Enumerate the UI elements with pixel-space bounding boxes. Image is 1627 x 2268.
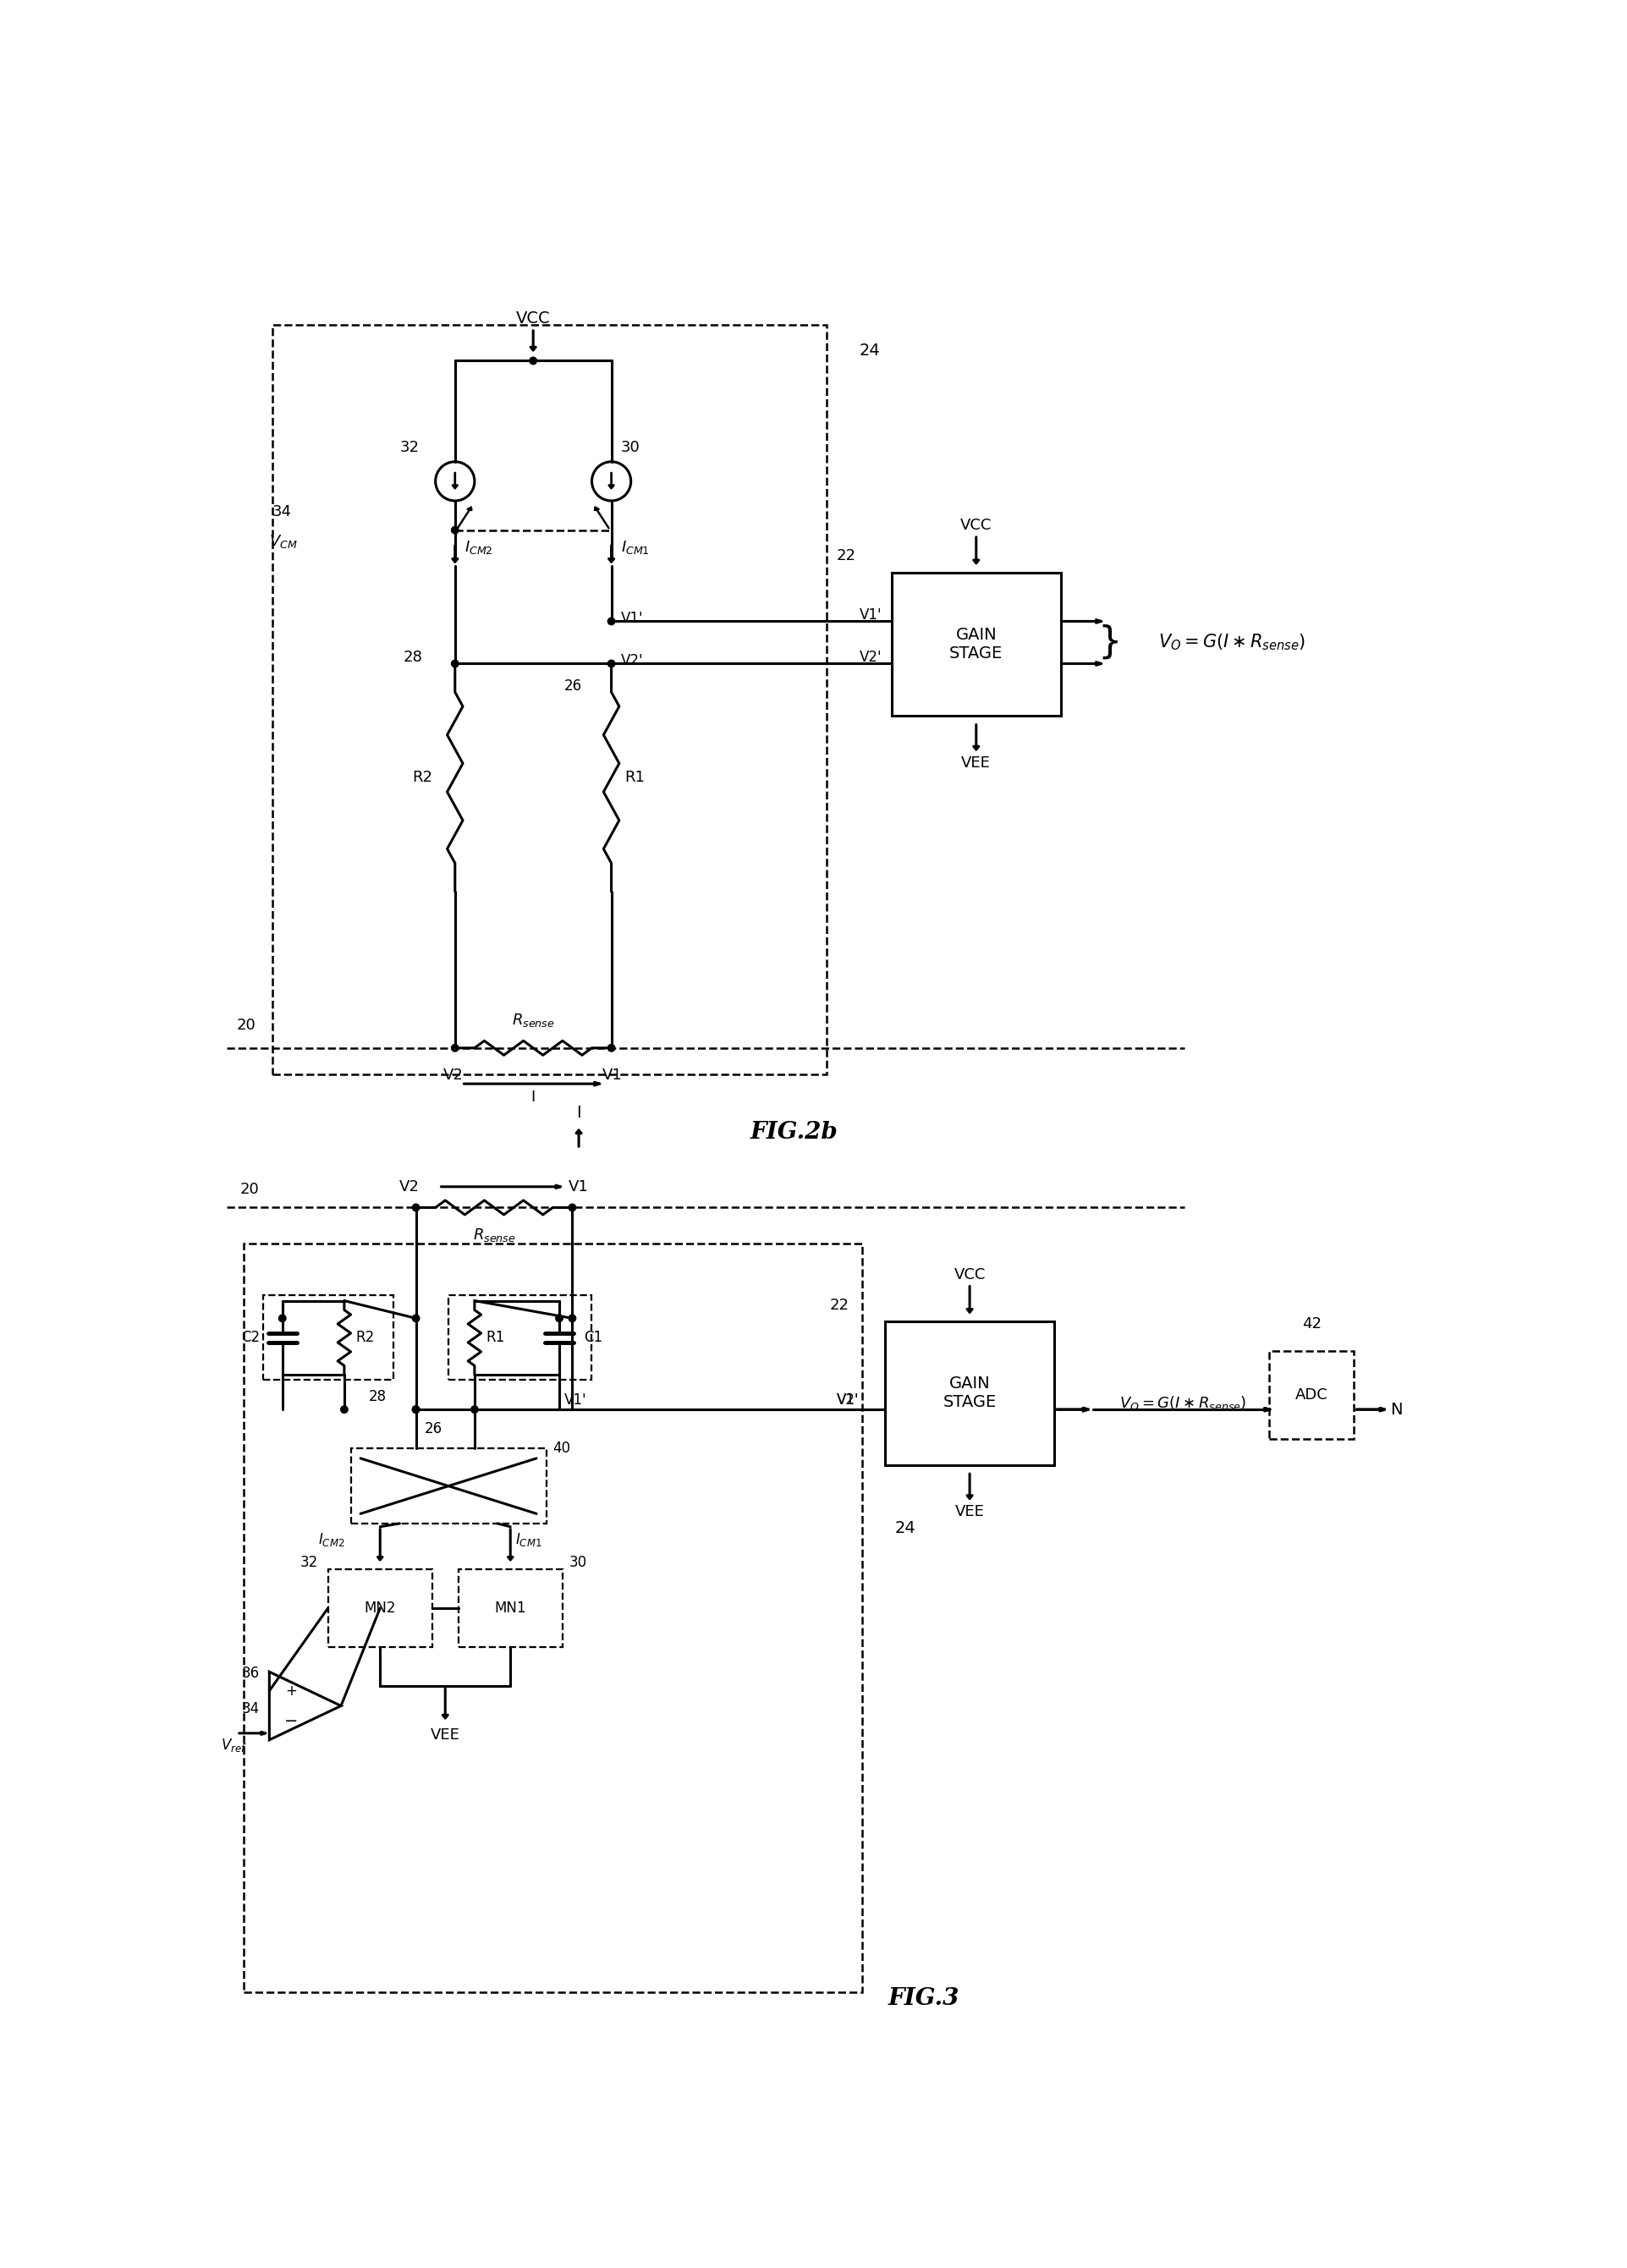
Text: VCC: VCC: [516, 311, 550, 327]
Circle shape: [451, 660, 459, 667]
Text: 24: 24: [895, 1520, 916, 1535]
Bar: [264, 1295, 394, 1381]
Text: I: I: [576, 1105, 581, 1120]
Text: 24: 24: [859, 342, 880, 358]
Text: V1': V1': [565, 1393, 587, 1408]
Text: 28: 28: [403, 649, 423, 665]
Text: VEE: VEE: [962, 755, 991, 771]
Text: I: I: [530, 1089, 535, 1105]
Text: 20: 20: [238, 1018, 255, 1032]
Circle shape: [412, 1204, 420, 1211]
Text: V2': V2': [836, 1393, 859, 1408]
Circle shape: [608, 617, 615, 626]
Text: R1: R1: [625, 771, 644, 785]
Text: 26: 26: [425, 1422, 443, 1436]
Text: 20: 20: [241, 1182, 259, 1198]
Circle shape: [556, 1315, 563, 1322]
Bar: [244, 1243, 862, 1994]
Text: 32: 32: [301, 1556, 319, 1569]
Text: C1: C1: [584, 1331, 602, 1345]
Text: V2': V2': [859, 649, 882, 665]
Text: R1: R1: [486, 1331, 504, 1345]
Text: 34: 34: [242, 1701, 260, 1717]
Circle shape: [608, 1043, 615, 1052]
Text: V1: V1: [602, 1068, 623, 1082]
Bar: [449, 1295, 592, 1381]
Text: 28: 28: [369, 1388, 387, 1404]
Text: C2: C2: [241, 1331, 260, 1345]
Text: VCC: VCC: [960, 517, 992, 533]
Text: V2: V2: [444, 1068, 464, 1082]
Text: $I_{CM2}$: $I_{CM2}$: [465, 540, 493, 556]
Text: V1': V1': [836, 1393, 859, 1408]
Text: FIG.3: FIG.3: [888, 1987, 960, 2009]
Circle shape: [608, 660, 615, 667]
Bar: [1269, 1352, 1354, 1438]
Text: R2: R2: [412, 771, 433, 785]
Text: GAIN
STAGE: GAIN STAGE: [944, 1377, 996, 1411]
Text: V2: V2: [399, 1179, 420, 1195]
Text: $I_{CM2}$: $I_{CM2}$: [317, 1531, 345, 1549]
Text: N: N: [1389, 1402, 1402, 1418]
Text: 22: 22: [836, 549, 856, 565]
Text: FIG.2b: FIG.2b: [750, 1120, 838, 1143]
Bar: [329, 1569, 433, 1647]
Text: $V_{ref}$: $V_{ref}$: [220, 1737, 247, 1753]
Text: VEE: VEE: [431, 1728, 460, 1742]
Circle shape: [569, 1204, 576, 1211]
Text: V1': V1': [622, 610, 644, 626]
Text: VEE: VEE: [955, 1504, 984, 1520]
Circle shape: [278, 1315, 286, 1322]
Text: VCC: VCC: [953, 1268, 986, 1281]
Text: R2: R2: [356, 1331, 374, 1345]
Text: ADC: ADC: [1295, 1388, 1328, 1402]
Text: 32: 32: [400, 440, 420, 456]
Text: V1': V1': [859, 608, 882, 621]
Text: 22: 22: [830, 1297, 849, 1313]
Text: −: −: [283, 1712, 298, 1728]
Circle shape: [412, 1406, 420, 1413]
Text: 26: 26: [565, 678, 582, 694]
Bar: [459, 1569, 563, 1647]
Text: $R_{sense}$: $R_{sense}$: [473, 1227, 516, 1243]
Text: $R_{sense}$: $R_{sense}$: [513, 1012, 555, 1030]
Text: 40: 40: [553, 1440, 571, 1456]
Circle shape: [569, 1315, 576, 1322]
Circle shape: [412, 1315, 420, 1322]
Text: }: }: [1098, 624, 1121, 660]
Bar: [885, 1322, 1054, 1465]
Circle shape: [340, 1406, 348, 1413]
Text: 30: 30: [569, 1556, 587, 1569]
Text: 34: 34: [273, 503, 293, 519]
Text: +: +: [285, 1683, 296, 1699]
Text: V1: V1: [569, 1179, 589, 1195]
Circle shape: [451, 526, 459, 533]
Text: $I_{CM1}$: $I_{CM1}$: [622, 540, 649, 556]
Circle shape: [451, 1043, 459, 1052]
Text: $V_{CM}$: $V_{CM}$: [270, 533, 298, 551]
Circle shape: [470, 1406, 478, 1413]
Text: $V_O = G(I \ast R_{sense})$: $V_O = G(I \ast R_{sense})$: [1119, 1395, 1246, 1413]
Text: MN2: MN2: [364, 1601, 395, 1615]
Circle shape: [412, 1406, 420, 1413]
Text: $V_O = G(I \ast R_{sense})$: $V_O = G(I \ast R_{sense})$: [1158, 633, 1306, 653]
Text: 42: 42: [1302, 1315, 1321, 1331]
Circle shape: [530, 356, 537, 365]
Bar: [273, 324, 827, 1075]
Text: GAIN
STAGE: GAIN STAGE: [950, 626, 1002, 662]
Text: 36: 36: [242, 1665, 260, 1681]
Bar: [351, 1449, 547, 1524]
Bar: [892, 572, 1061, 717]
Text: V2': V2': [622, 653, 644, 669]
Text: 30: 30: [622, 440, 641, 456]
Text: MN1: MN1: [495, 1601, 526, 1615]
Text: $I_{CM1}$: $I_{CM1}$: [516, 1531, 542, 1549]
